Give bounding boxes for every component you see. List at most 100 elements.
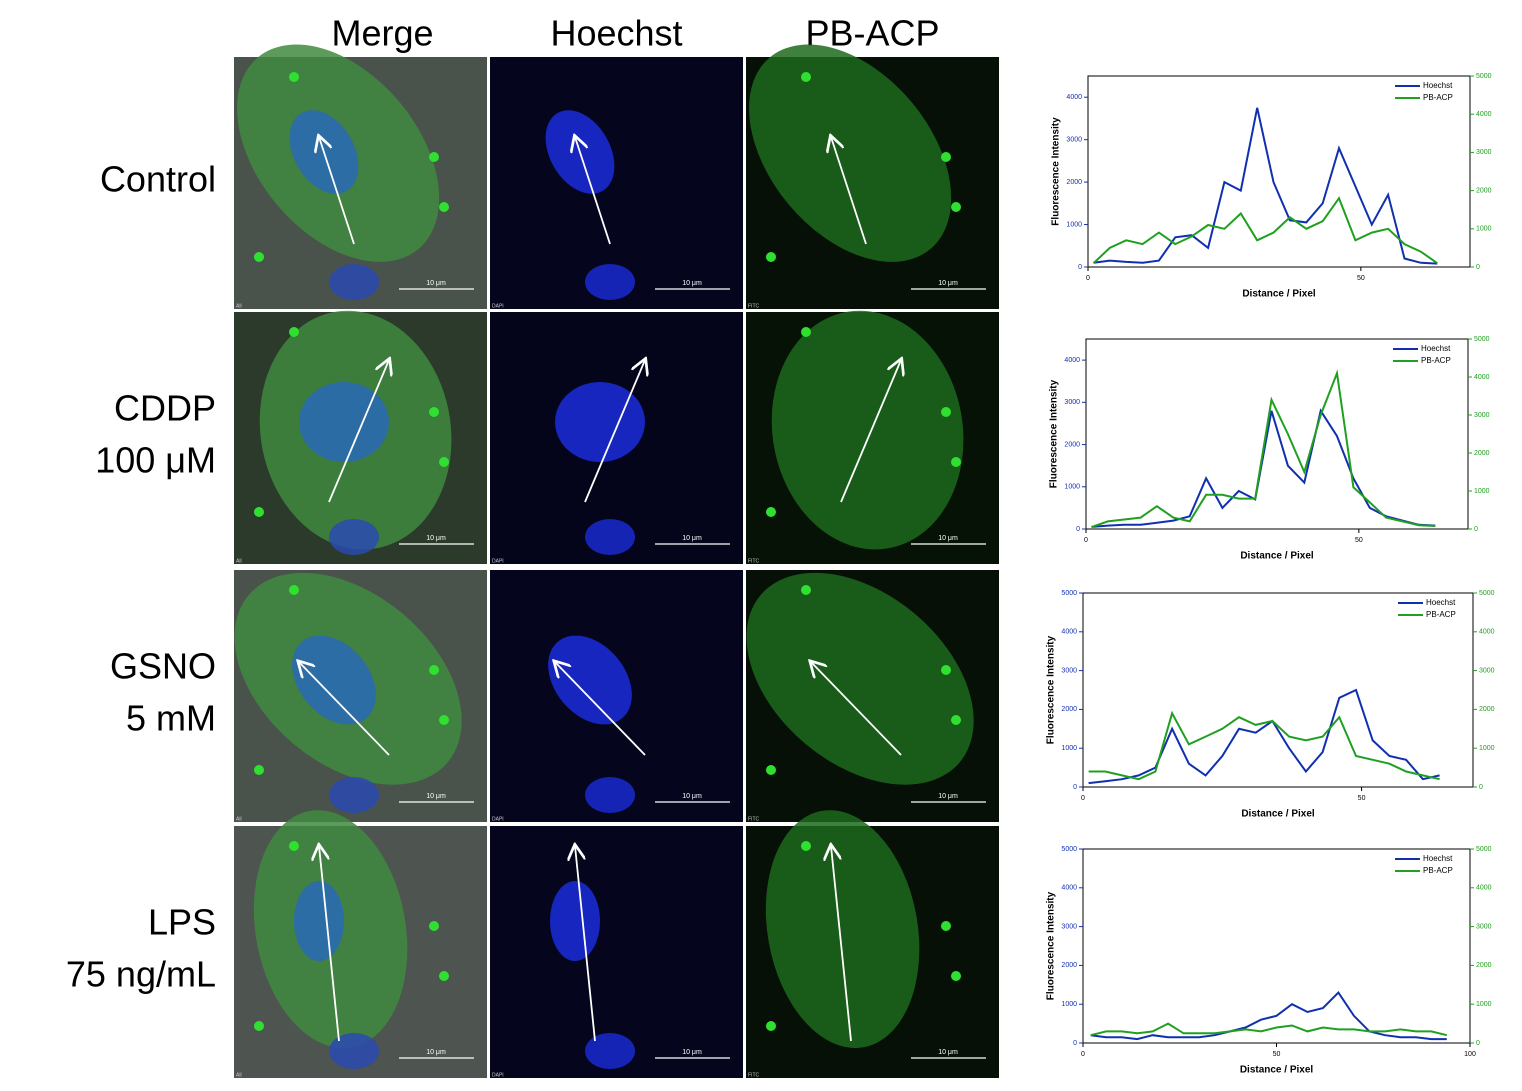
series-line (1090, 1022, 1448, 1037)
x-tick-label: 50 (1355, 537, 1363, 544)
green-spot (439, 202, 449, 212)
y2-tick-label: 1000 (1476, 226, 1492, 233)
micrograph: 10 μm FITC (746, 570, 999, 822)
y2-tick-label: 0 (1474, 526, 1478, 533)
x-tick-label: 50 (1357, 275, 1365, 282)
nucleus-2 (329, 1033, 379, 1069)
green-spot (801, 327, 811, 337)
green-spot (951, 202, 961, 212)
column-header: Hoechst (550, 13, 682, 54)
cell-body (749, 44, 952, 262)
micrograph: 10 μm All (234, 310, 487, 564)
cell-body (746, 572, 974, 785)
y-tick-label: 5000 (1061, 590, 1077, 597)
y2-tick-label: 5000 (1474, 336, 1490, 343)
green-spot (951, 715, 961, 725)
micrograph: 10 μm FITC (746, 310, 999, 564)
green-spot (439, 457, 449, 467)
plot-frame (1082, 848, 1471, 1044)
micrograph: 10 μm All (234, 810, 487, 1078)
micrograph: 10 μm DAPI (490, 570, 743, 822)
nucleus-2 (329, 777, 379, 813)
y2-tick-label: 0 (1479, 784, 1483, 791)
panel-label: FITC (748, 303, 759, 309)
row-label: 100 μM (95, 440, 216, 481)
legend-label: Hoechst (1423, 81, 1453, 90)
green-spot (429, 152, 439, 162)
y-tick-label: 3000 (1061, 923, 1077, 930)
panel-label: DAPI (492, 303, 504, 309)
y-axis-label: Fluorescence Intensity (1046, 891, 1057, 1000)
y-tick-label: 3000 (1064, 399, 1080, 406)
y2-tick-label: 4000 (1476, 885, 1492, 892)
panel-label: FITC (748, 558, 759, 564)
green-spot (254, 765, 264, 775)
green-spot (289, 72, 299, 82)
y-tick-label: 0 (1073, 1040, 1077, 1047)
green-spot (439, 715, 449, 725)
panel-label: All (236, 1072, 242, 1078)
y-tick-label: 0 (1078, 264, 1082, 271)
x-axis-label: Distance / Pixel (1240, 551, 1314, 562)
scale-label: 10 μm (682, 793, 702, 800)
nucleus-2 (329, 264, 379, 300)
x-tick-label: 0 (1086, 275, 1090, 282)
y-tick-label: 3000 (1061, 667, 1077, 674)
y-tick-label: 1000 (1061, 1001, 1077, 1008)
y-tick-label: 4000 (1066, 94, 1082, 101)
legend-label: Hoechst (1423, 854, 1453, 863)
y2-tick-label: 3000 (1476, 923, 1492, 930)
row-label: LPS (148, 902, 216, 943)
y2-tick-label: 5000 (1476, 73, 1492, 80)
scale-label: 10 μm (426, 1049, 446, 1056)
green-spot (801, 585, 811, 595)
green-spot (801, 72, 811, 82)
green-spot (941, 152, 951, 162)
y-tick-label: 2000 (1061, 962, 1077, 969)
x-tick-label: 0 (1081, 795, 1085, 802)
green-spot (289, 841, 299, 851)
y-tick-label: 3000 (1066, 137, 1082, 144)
legend-label: PB-ACP (1426, 610, 1456, 619)
green-spot (289, 585, 299, 595)
y-tick-label: 1000 (1066, 221, 1082, 228)
y-tick-label: 2000 (1066, 179, 1082, 186)
y2-tick-label: 2000 (1476, 962, 1492, 969)
legend-label: PB-ACP (1421, 356, 1451, 365)
micrograph: 10 μm All (234, 44, 487, 309)
legend-label: PB-ACP (1423, 93, 1453, 102)
green-spot (766, 765, 776, 775)
x-tick-label: 0 (1081, 1051, 1085, 1058)
x-tick-label: 50 (1358, 795, 1366, 802)
nucleus (294, 881, 344, 961)
nucleus-2 (585, 264, 635, 300)
green-spot (439, 971, 449, 981)
green-spot (429, 407, 439, 417)
y2-tick-label: 2000 (1474, 450, 1490, 457)
series-line (1091, 408, 1436, 528)
nucleus-2 (585, 1033, 635, 1069)
plot-frame (1082, 592, 1474, 788)
x-axis-label: Distance / Pixel (1240, 1065, 1314, 1076)
micrograph: 10 μm DAPI (490, 312, 743, 564)
y-tick-label: 2000 (1061, 706, 1077, 713)
y2-tick-label: 4000 (1479, 629, 1495, 636)
green-spot (429, 665, 439, 675)
panel-label: All (236, 303, 242, 309)
profile-arrow (575, 137, 611, 245)
micrograph: 10 μm DAPI (490, 826, 743, 1078)
y-tick-label: 1000 (1061, 745, 1077, 752)
panel-label: DAPI (492, 558, 504, 564)
green-spot (766, 1021, 776, 1031)
x-axis-label: Distance / Pixel (1241, 809, 1315, 820)
green-spot (801, 841, 811, 851)
column-header: PB-ACP (805, 13, 939, 54)
micrograph: 10 μm FITC (746, 810, 999, 1078)
series-line (1088, 710, 1440, 781)
panel-label: All (236, 558, 242, 564)
y2-tick-label: 4000 (1476, 111, 1492, 118)
green-spot (254, 252, 264, 262)
y-tick-label: 5000 (1061, 846, 1077, 853)
nucleus (548, 635, 632, 725)
